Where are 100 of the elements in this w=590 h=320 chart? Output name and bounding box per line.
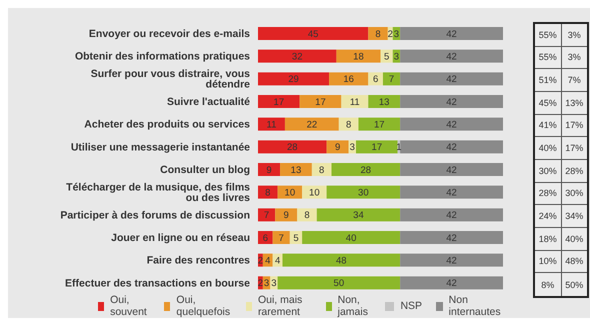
bar [278,276,400,290]
bar [400,276,503,290]
bar [258,72,330,86]
bar [358,118,400,131]
data-label: 7 [278,232,284,244]
data-label: 42 [446,142,457,154]
data-label: 17 [274,96,284,108]
data-label: 45 [308,28,318,40]
data-label: 40 [346,232,356,244]
bar [400,208,503,222]
bar [329,72,368,86]
data-label: 2 [388,28,393,40]
bar [400,254,503,267]
bar [312,162,332,176]
bar [400,50,503,63]
data-label: 8 [375,28,381,40]
data-label: 34 [353,210,364,222]
bar [338,118,358,131]
bar [316,208,400,222]
data-label: 4 [265,256,270,267]
data-label: 17 [315,96,326,108]
y-tick-label: Participer à des forums de discussion [60,209,250,222]
y-tick-label: Télécharger de la musique, des films ou des livres [66,181,250,204]
data-label: 42 [446,120,457,131]
bar [284,118,339,131]
y-tick-label: Suivre l'actualité [166,96,250,108]
bar [356,140,398,154]
bar [368,26,388,40]
bar [282,254,400,267]
bar [258,26,368,40]
legend-label: Oui, mais rarement [256,294,304,318]
data-label: 11 [350,96,360,108]
data-label: 8 [319,164,324,176]
bar [382,72,400,86]
data-label: 2 [258,256,264,267]
data-label: 5 [384,52,390,63]
data-label: 6 [262,232,268,244]
bar [258,208,276,222]
bar [300,94,342,108]
data-label: 16 [343,74,354,86]
bar [302,230,400,244]
legend-label: Oui, quelquefois [175,294,232,318]
y-tick-label: Surfer pour vous distraire, vous détendre [90,68,250,91]
data-label: 8 [265,188,270,199]
data-label: 3 [264,278,270,290]
bar [258,162,280,176]
y-tick-label: Faire des rencontres [146,254,250,267]
bar [336,50,380,63]
data-label: 9 [334,142,340,154]
legend-label: Non internautes [448,294,502,318]
y-tick-label: Obtenir des informations pratiques [74,50,250,63]
y-tick-label: Envoyer ou recevoir des e-mails [88,28,250,40]
data-label: 10 [309,188,320,199]
data-label: 17 [372,142,382,154]
data-label: 50 [334,278,344,290]
bar [400,230,503,244]
data-label: 42 [446,164,457,176]
data-label: 48 [336,256,347,267]
data-label: 13 [378,96,390,108]
bar [400,26,503,40]
bar [400,118,503,131]
bar [258,118,285,131]
bar [368,94,400,108]
y-tick-label: Effectuer des transactions en bourse [65,277,250,290]
y-tick-label: Utiliser une messagerie instantanée [70,141,250,154]
data-label: 2 [258,278,264,290]
bar [400,162,503,176]
data-label: 4 [274,256,280,267]
data-label: 18 [353,52,364,63]
data-label: 30 [358,188,369,199]
data-label: 42 [446,256,457,267]
data-label: 42 [446,74,457,86]
bar [400,186,503,199]
data-label: 42 [446,188,457,199]
data-label: 9 [266,164,272,176]
data-label: 42 [446,278,457,290]
data-label: 42 [446,28,457,40]
data-label: 42 [446,96,457,108]
data-label: 8 [304,210,310,222]
percentage-table: 55% 3% 55% 3% 51% 7% 45% 13% 41% 17% 40% 17% 30% 28% 28% 30% 24% 34% 18% 40% 10% 48% 8% 50% [533,22,589,298]
bar [258,94,300,108]
data-label: 3 [394,52,400,63]
y-tick-label: Acheter des produits ou services [84,118,250,131]
data-label: 42 [446,52,457,63]
data-label: 28 [287,142,298,154]
data-label: 13 [290,164,302,176]
bar [258,50,336,63]
legend-label: Non, jamais [336,294,369,318]
data-label: 9 [284,210,289,222]
bar [341,94,368,108]
data-label: 42 [446,232,457,244]
data-label: 22 [306,120,318,131]
bar [400,94,503,108]
bar [326,140,349,154]
data-label: 11 [266,120,276,131]
bar [297,208,317,222]
data-label: 5 [293,232,299,244]
data-label: 3 [394,28,400,40]
bar [258,140,327,154]
bar [275,208,298,222]
